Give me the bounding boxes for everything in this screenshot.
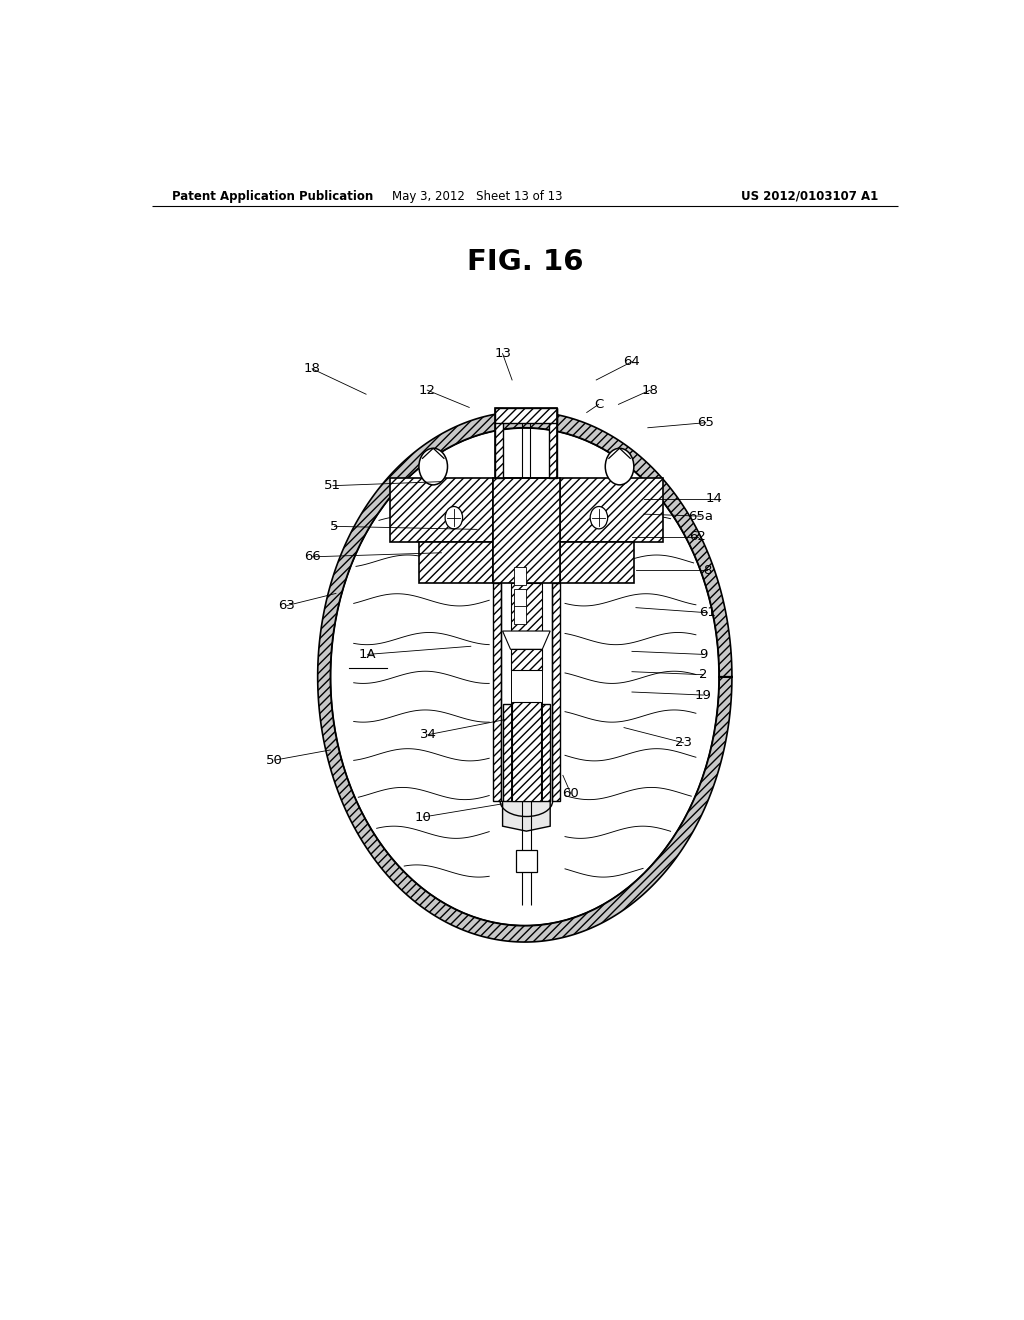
Bar bbox=[496, 408, 504, 478]
Bar bbox=[496, 408, 557, 422]
Text: 50: 50 bbox=[266, 754, 284, 767]
Text: 51: 51 bbox=[325, 479, 341, 492]
Text: 60: 60 bbox=[562, 787, 580, 800]
Bar bbox=[494, 478, 560, 583]
Text: C: C bbox=[594, 397, 603, 411]
Bar bbox=[419, 543, 494, 583]
Bar bbox=[514, 589, 526, 607]
Bar bbox=[390, 478, 494, 543]
Text: May 3, 2012   Sheet 13 of 13: May 3, 2012 Sheet 13 of 13 bbox=[392, 190, 562, 202]
Text: 9: 9 bbox=[699, 648, 708, 661]
Text: 61: 61 bbox=[699, 606, 716, 619]
Bar bbox=[560, 543, 634, 583]
Text: 19: 19 bbox=[695, 689, 712, 701]
Text: US 2012/0103107 A1: US 2012/0103107 A1 bbox=[740, 190, 878, 202]
Text: 63: 63 bbox=[279, 599, 295, 612]
Bar bbox=[511, 583, 543, 631]
Text: 34: 34 bbox=[420, 729, 436, 742]
Bar bbox=[512, 702, 541, 801]
Text: 66: 66 bbox=[304, 550, 321, 564]
Circle shape bbox=[419, 449, 447, 484]
Circle shape bbox=[590, 507, 607, 529]
Circle shape bbox=[445, 507, 463, 529]
Bar bbox=[496, 408, 557, 478]
Text: Patent Application Publication: Patent Application Publication bbox=[172, 190, 373, 202]
Text: 64: 64 bbox=[624, 355, 640, 368]
Polygon shape bbox=[503, 801, 550, 832]
Text: 8: 8 bbox=[703, 564, 712, 577]
Bar bbox=[511, 649, 543, 669]
Text: 65: 65 bbox=[697, 416, 714, 429]
Text: 65a: 65a bbox=[688, 510, 714, 523]
Polygon shape bbox=[503, 631, 550, 649]
Text: 23: 23 bbox=[675, 737, 692, 750]
Text: FIG. 16: FIG. 16 bbox=[467, 248, 583, 276]
Bar bbox=[514, 568, 526, 585]
Bar bbox=[560, 478, 663, 543]
Bar bbox=[494, 583, 501, 801]
Text: 10: 10 bbox=[415, 810, 432, 824]
Text: 18: 18 bbox=[304, 362, 321, 375]
Text: 1A: 1A bbox=[358, 648, 377, 661]
Circle shape bbox=[331, 428, 719, 925]
Text: 18: 18 bbox=[642, 384, 658, 396]
Bar bbox=[503, 704, 550, 801]
Polygon shape bbox=[317, 412, 732, 942]
Bar bbox=[516, 850, 537, 873]
Bar bbox=[550, 408, 557, 478]
Text: 2: 2 bbox=[699, 668, 708, 681]
Text: 12: 12 bbox=[419, 384, 435, 396]
Bar bbox=[514, 606, 526, 624]
Text: 13: 13 bbox=[494, 347, 511, 360]
Text: 14: 14 bbox=[706, 492, 722, 506]
Text: 62: 62 bbox=[689, 531, 707, 543]
Circle shape bbox=[605, 449, 634, 484]
Bar bbox=[552, 583, 560, 801]
Text: 5: 5 bbox=[330, 520, 339, 533]
